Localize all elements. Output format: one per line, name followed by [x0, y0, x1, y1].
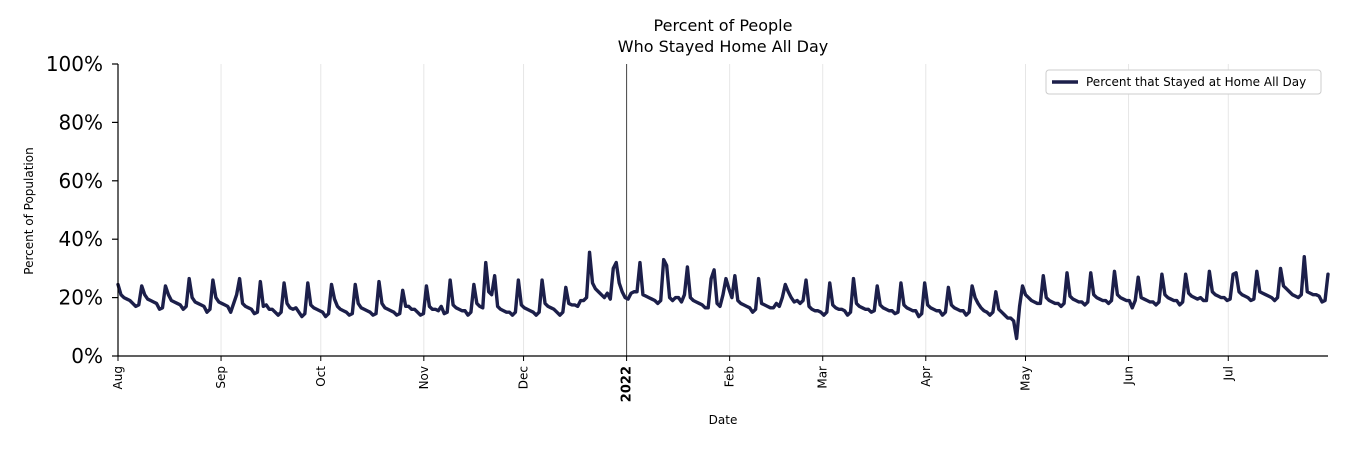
y-tick-label-100: 100% [46, 52, 103, 76]
x-tick-label-jul: Jul [1221, 366, 1235, 381]
x-tick-label-sep: Sep [214, 366, 228, 389]
series-line-stayed-home [116, 250, 1330, 341]
y-axis-label: Percent of Population [22, 147, 36, 274]
x-tick-label-dec: Dec [517, 366, 531, 389]
x-tick-label-jun: Jun [1122, 366, 1136, 386]
y-tick-label-20: 20% [59, 286, 103, 310]
x-tick-label-feb: Feb [723, 366, 737, 387]
legend-entry: Percent that Stayed at Home All Day [1086, 75, 1306, 89]
y-tick-label-40: 40% [59, 227, 103, 251]
legend: Percent that Stayed at Home All Day [1045, 69, 1322, 95]
y-tick-label-80: 80% [59, 110, 103, 134]
vertical-gridlines [117, 64, 1229, 356]
x-tick-label-aug: Aug [111, 366, 125, 389]
x-axis-ticks: Aug Sep Oct Nov Dec 2022 Feb Mar Apr May Jun Jul [111, 356, 1235, 402]
chart-title-line1: Percent of People [654, 16, 793, 35]
x-tick-label-may: May [1019, 366, 1033, 391]
legend-box [1045, 69, 1322, 95]
x-tick-label-mar: Mar [816, 366, 830, 389]
x-tick-label-nov: Nov [417, 366, 431, 389]
x-tick-label-apr: Apr [919, 366, 933, 387]
x-tick-label-2022: 2022 [620, 366, 635, 402]
x-axis-label: Date [709, 413, 738, 427]
y-axis-ticks: 0% 20% 40% 60% 80% 100% [46, 52, 118, 368]
y-tick-label-60: 60% [59, 169, 103, 193]
y-tick-label-0: 0% [71, 344, 103, 368]
x-tick-label-oct: Oct [314, 366, 328, 387]
chart-title-line2: Who Stayed Home All Day [618, 37, 828, 56]
